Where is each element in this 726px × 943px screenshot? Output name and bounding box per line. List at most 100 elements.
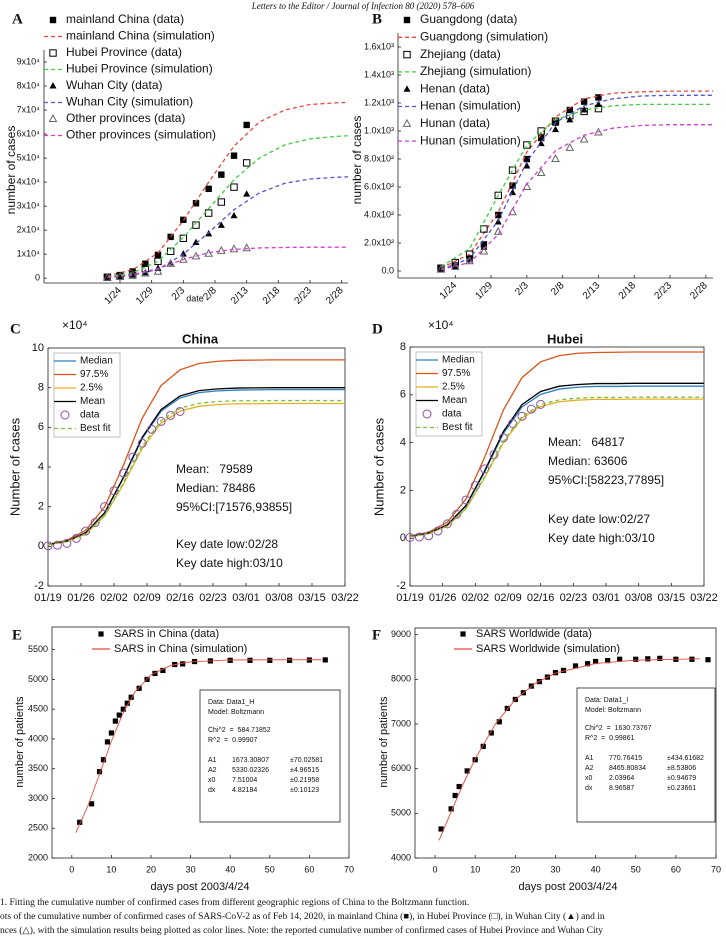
data-point (617, 656, 623, 662)
legend-swatch (98, 631, 104, 637)
fit-report-cell: A1 (585, 755, 594, 762)
plot-frame (409, 346, 705, 587)
y-tick-label: -2 (396, 580, 406, 592)
data-point (77, 819, 83, 825)
data-point (229, 244, 239, 253)
data-point (96, 769, 103, 775)
x-tick-label: 2/28 (688, 280, 710, 302)
legend-box (53, 352, 121, 438)
x-tick-label: 60 (671, 864, 681, 874)
y-tick-label: 8x10⁴ (17, 80, 41, 90)
data-point (551, 154, 560, 163)
data-point (537, 134, 545, 142)
y-tick-label: 6.0x10² (364, 181, 394, 191)
y-tick-label: 7000 (391, 718, 411, 728)
legend-swatch (49, 16, 57, 24)
data-point (580, 106, 588, 113)
legend-label: Mean (80, 396, 105, 407)
data-point (147, 424, 157, 434)
data-point (52, 540, 62, 550)
legend-label: 97.5% (80, 369, 108, 380)
legend-swatch (48, 114, 58, 123)
line-series (438, 658, 700, 841)
y-tick-label: 8000 (391, 674, 411, 684)
x-tick-label: 02/02 (462, 592, 490, 604)
fit-report-cell: 8465.80834 (609, 765, 646, 772)
x-tick-label: 20 (510, 864, 520, 874)
data-point (230, 183, 238, 191)
line-series (440, 90, 713, 269)
y-tick-label: 0 (35, 273, 40, 283)
y-tick-label: 1.6x10³ (364, 41, 394, 51)
line-series (47, 399, 345, 546)
data-point (456, 783, 462, 790)
data-point (128, 694, 134, 700)
annotation: Key date high:03/10 (548, 531, 655, 545)
legend-label: Other provinces (data) (66, 111, 185, 125)
y-tick-label: 0 (400, 532, 406, 544)
data-point (179, 234, 188, 243)
x-tick-label: 2/18 (261, 285, 283, 307)
data-point (81, 526, 91, 536)
legend-swatch (403, 85, 411, 92)
data-point (124, 700, 130, 706)
legend-label: Henan (simulation) (420, 99, 521, 113)
data-point (100, 502, 110, 512)
line-series (440, 103, 713, 268)
y-axis-label: number of cases (350, 116, 364, 205)
plot-frame (414, 627, 717, 859)
fit-report-line: Chi^2 = 1630.73767 (585, 725, 652, 732)
data-point (414, 532, 424, 542)
legend-swatch (49, 49, 57, 57)
data-point (405, 532, 415, 542)
annotation: Mean: 79589 (176, 462, 253, 476)
y-tick-label: 5000 (391, 808, 411, 818)
x-tick-label: 40 (225, 864, 235, 874)
legend-label: Guangdong (simulation) (420, 29, 548, 43)
fit-report-cell: 4.82184 (232, 787, 257, 794)
annotation: Key date low:02/28 (176, 537, 278, 551)
x-tick-label: 01/26 (429, 592, 457, 604)
annotation: 95%CI:[71576,93855] (176, 500, 292, 514)
fit-report-line: Chi^2 = 584.71852 (208, 727, 271, 734)
fit-report-cell: 5330.02326 (232, 767, 269, 774)
panel-letter: C (10, 321, 21, 337)
fit-report-cell: ±0.10123 (290, 787, 319, 794)
running-header: Letters to the Editor / Journal of Infec… (251, 1, 475, 11)
data-point (565, 142, 575, 151)
data-point (523, 155, 531, 163)
y-tick-label: 4.0x10² (364, 209, 394, 219)
line-series (409, 398, 704, 538)
line-series (75, 659, 322, 833)
data-point (116, 272, 124, 280)
legend-label: SARS Worldwide (data) (476, 628, 592, 640)
data-point (480, 743, 486, 749)
fit-report-line: R^2 = 0.99861 (585, 735, 635, 742)
data-point (217, 221, 225, 228)
y-tick-label: 2500 (28, 823, 48, 833)
legend-label: Zhejiang (data) (420, 47, 501, 61)
data-point (180, 661, 186, 667)
y-tick-label: 4x10⁴ (17, 176, 41, 186)
x-tick-label: 2/8 (549, 280, 567, 298)
chart-title: Hubei (547, 331, 583, 346)
fit-report-cell: ±8.53806 (667, 765, 696, 772)
fit-report-line: Model: Boltzmann (208, 709, 264, 716)
data-point (464, 768, 470, 774)
data-point (167, 233, 174, 241)
x-tick-label: 02/16 (527, 592, 555, 604)
data-point (136, 685, 142, 691)
fit-report-cell: ±434.61682 (667, 755, 704, 762)
data-point (551, 125, 560, 133)
fit-report-cell: 1673.30807 (232, 757, 269, 764)
axis-multiplier: ×10⁴ (428, 318, 454, 332)
y-axis-label: number of patients (14, 696, 26, 788)
data-point (242, 243, 252, 252)
data-point (166, 410, 176, 420)
data-point (495, 211, 502, 219)
data-point (192, 200, 200, 207)
y-tick-label: 1.2x10³ (364, 97, 394, 107)
x-tick-label: 2/8 (201, 285, 219, 303)
y-tick-label: 8 (38, 382, 44, 394)
